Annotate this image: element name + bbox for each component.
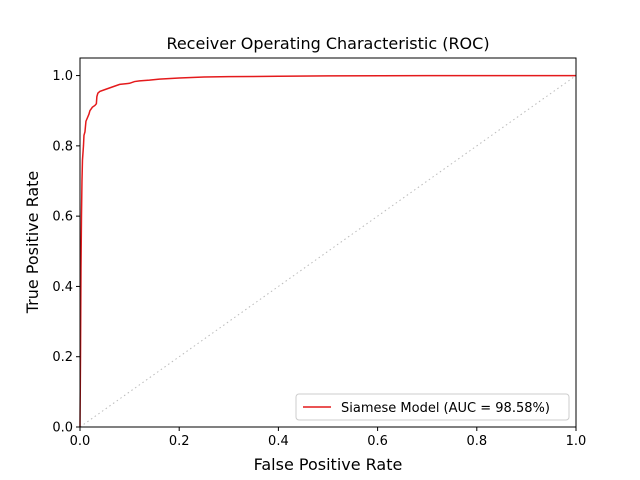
y-tick-label: 0.0 <box>52 421 73 436</box>
legend-box <box>295 393 570 421</box>
plot-background <box>80 58 576 427</box>
y-tick-label: 0.6 <box>52 210 73 225</box>
y-tick-label: 0.4 <box>52 280 73 295</box>
y-tick-label: 1.0 <box>52 69 73 84</box>
x-tick-label: 0.4 <box>268 434 289 449</box>
x-tick-label: 0.6 <box>367 434 388 449</box>
legend-label: Siamese Model (AUC = 98.58%) <box>341 401 550 416</box>
x-tick-label: 0.2 <box>169 434 190 449</box>
chart-title: Receiver Operating Characteristic (ROC) <box>166 34 489 53</box>
y-axis-label: True Positive Rate <box>23 171 42 315</box>
y-axis-ticks: 0.0 0.2 0.4 0.6 0.8 1.0 <box>52 69 80 436</box>
x-axis-label: False Positive Rate <box>254 455 403 474</box>
x-axis-ticks: 0.0 0.2 0.4 0.6 0.8 1.0 <box>70 427 587 449</box>
series-layer <box>79 74 577 428</box>
x-tick-label: 1.0 <box>566 434 587 449</box>
y-tick-label: 0.2 <box>52 350 73 365</box>
plot-area <box>79 57 577 428</box>
x-tick-label: 0.8 <box>466 434 487 449</box>
y-tick-label: 0.8 <box>52 139 73 154</box>
legend: Siamese Model (AUC = 98.58%) <box>295 393 570 421</box>
x-tick-label: 0.0 <box>70 434 91 449</box>
roc-curve-line <box>79 74 576 428</box>
plot-frame <box>79 57 577 428</box>
